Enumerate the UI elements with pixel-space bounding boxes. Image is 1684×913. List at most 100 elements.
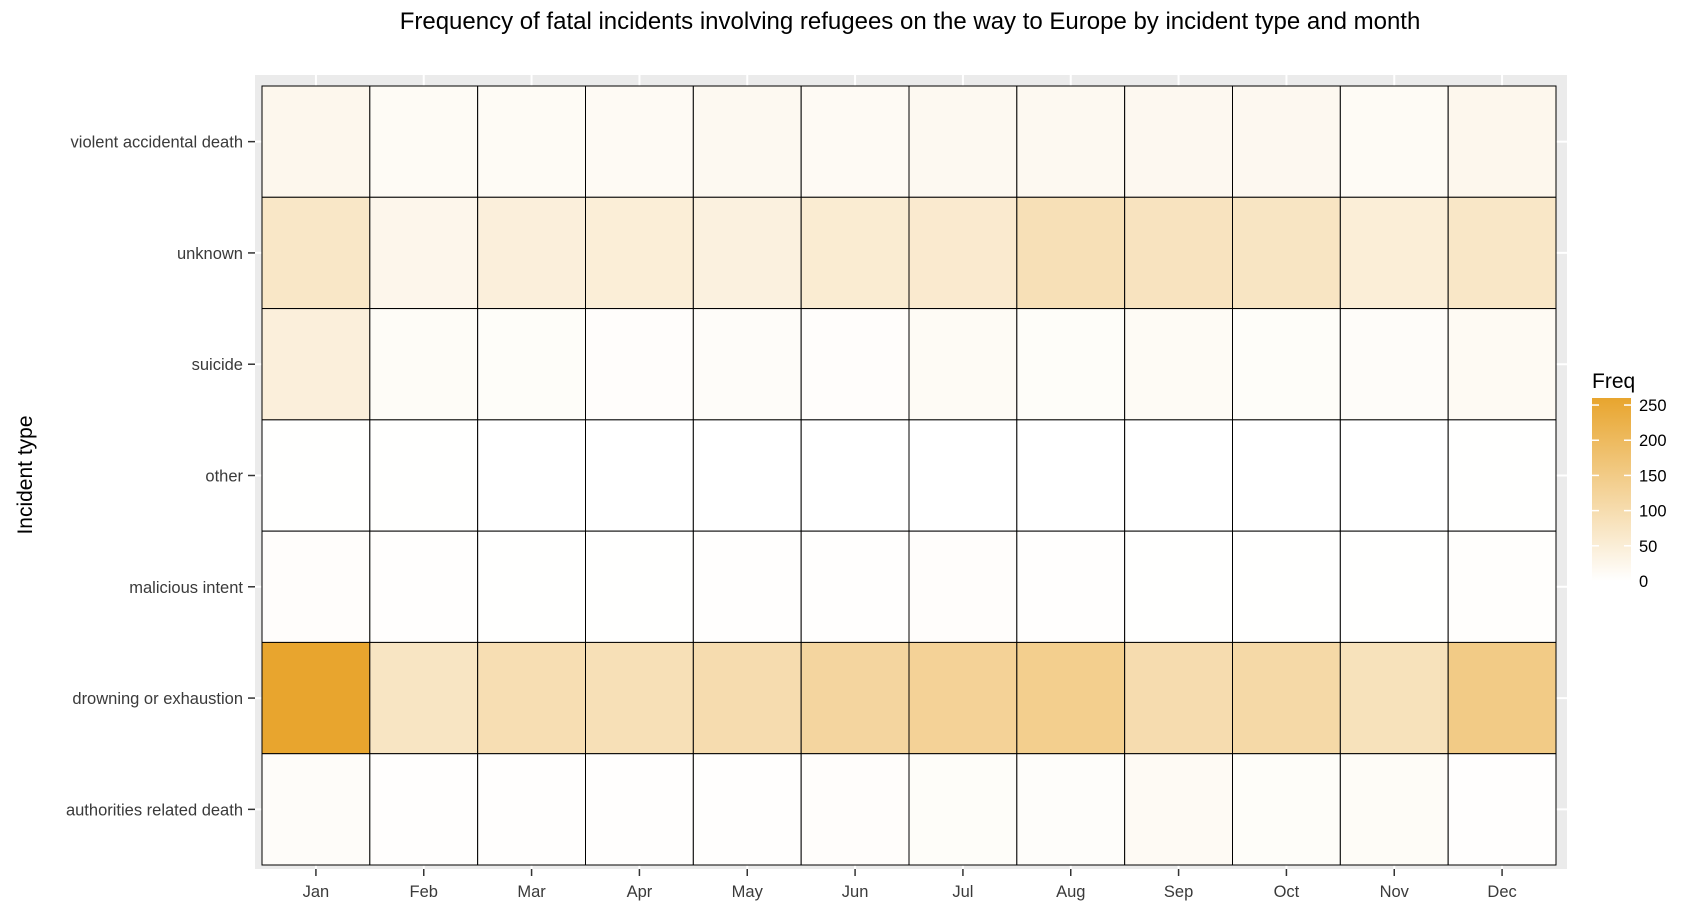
heatmap-cell	[1339, 753, 1449, 866]
heatmap-cell	[1016, 308, 1126, 421]
heatmap-cell	[1232, 641, 1341, 755]
heatmap-cell	[1124, 419, 1233, 532]
heatmap-cell	[1339, 85, 1449, 198]
heatmap-cell	[800, 641, 910, 755]
y-tick-label: malicious intent	[129, 579, 243, 597]
x-tick-label: Oct	[1274, 883, 1300, 901]
heatmap-cell	[908, 196, 1018, 310]
heatmap-cell	[908, 85, 1018, 198]
legend: Freq 0 50 100 150 200 250	[1592, 370, 1667, 591]
heatmap-cell	[477, 308, 586, 421]
heatmap-cell	[477, 419, 586, 532]
heatmap-cell	[1232, 753, 1341, 866]
heatmap-cell	[1016, 641, 1126, 755]
heatmap-cell	[261, 641, 371, 755]
heatmap-cell	[477, 530, 586, 643]
heatmap-cell	[369, 196, 479, 310]
heatmap-cell	[261, 530, 371, 643]
heatmap-cell	[1124, 530, 1233, 643]
heatmap-cell	[908, 530, 1018, 643]
heatmap-cell	[1124, 85, 1233, 198]
legend-color-bar	[1592, 398, 1631, 581]
y-tick-label: authorities related death	[66, 801, 243, 819]
heatmap-cell	[261, 419, 371, 532]
heatmap-cell	[369, 419, 479, 532]
x-tick-label: Jun	[842, 883, 869, 901]
heatmap-cell	[1339, 196, 1449, 310]
heatmap-cell	[692, 753, 802, 866]
x-tick-label: Dec	[1487, 883, 1516, 901]
heatmap-cell	[585, 196, 694, 310]
plot-panel: violent accidental death unknown suicide ot…	[66, 75, 1567, 901]
heatmap-cell	[585, 308, 694, 421]
legend-tick-label: 50	[1639, 538, 1657, 556]
legend-tick-label: 200	[1639, 432, 1667, 450]
legend-title: Freq	[1592, 370, 1635, 393]
heatmap-cell	[477, 85, 586, 198]
heatmap-cell	[800, 753, 910, 866]
x-tick-label: Nov	[1380, 883, 1410, 901]
legend-tick-label: 250	[1639, 397, 1667, 415]
heatmap-cell	[585, 753, 694, 866]
heatmap-cell	[477, 196, 586, 310]
heatmap-cell	[369, 641, 479, 755]
heatmap-cell	[1339, 641, 1449, 755]
y-tick-label: suicide	[192, 356, 243, 374]
heatmap-cell	[1016, 753, 1126, 866]
y-axis: violent accidental death unknown suicide ot…	[66, 134, 255, 819]
heatmap-cell	[800, 308, 910, 421]
heatmap-cell	[800, 419, 910, 532]
heatmap-cell	[1124, 641, 1233, 755]
heatmap-cell	[908, 308, 1018, 421]
heatmap-cell	[692, 308, 802, 421]
heatmap-cell	[692, 641, 802, 755]
heatmap-cell	[585, 641, 694, 755]
heatmap-cell	[585, 419, 694, 532]
heatmap-cell	[1016, 196, 1126, 310]
x-tick-label: Aug	[1056, 883, 1085, 901]
heatmap-cell	[369, 85, 479, 198]
heatmap-cell	[1447, 308, 1557, 421]
heatmap-cell	[1016, 85, 1126, 198]
heatmap-cell	[908, 753, 1018, 866]
heatmap-cell	[1339, 419, 1449, 532]
heatmap-cell	[692, 530, 802, 643]
heatmap-cell	[692, 196, 802, 310]
heatmap-cell	[1016, 530, 1126, 643]
heatmap-cell	[477, 753, 586, 866]
heatmap-cell	[1447, 641, 1557, 755]
heatmap-cell	[1447, 85, 1557, 198]
legend-tick-label: 0	[1639, 573, 1648, 591]
heatmap-cell	[1124, 308, 1233, 421]
heatmap-cell	[1339, 530, 1449, 643]
heatmap-cell	[1447, 753, 1557, 866]
y-axis-title: Incident type	[14, 415, 37, 534]
heatmap-cell	[369, 530, 479, 643]
chart-title: Frequency of fatal incidents involving r…	[400, 8, 1421, 35]
heatmap-cell	[1447, 530, 1557, 643]
x-tick-label: Jan	[303, 883, 330, 901]
heatmap-cell	[1339, 308, 1449, 421]
legend-tick-label: 100	[1639, 503, 1667, 521]
x-tick-label: Feb	[410, 883, 438, 901]
y-tick-label: drowning or exhaustion	[72, 690, 243, 708]
heatmap-cell	[1124, 196, 1233, 310]
heatmap-cell	[261, 196, 371, 310]
x-tick-label: Jul	[952, 883, 973, 901]
heatmap-cells	[261, 85, 1557, 866]
heatmap-cell	[800, 530, 910, 643]
heatmap-cell	[477, 641, 586, 755]
heatmap-cell	[908, 419, 1018, 532]
heatmap-cell	[1016, 419, 1126, 532]
heatmap-cell	[369, 308, 479, 421]
heatmap-cell	[800, 196, 910, 310]
y-tick-label: violent accidental death	[71, 134, 243, 152]
x-tick-label: Mar	[517, 883, 546, 901]
heatmap-cell	[261, 308, 371, 421]
y-tick-label: unknown	[177, 245, 243, 263]
heatmap-cell	[800, 85, 910, 198]
heatmap-cell	[1447, 196, 1557, 310]
heatmap-cell	[692, 419, 802, 532]
